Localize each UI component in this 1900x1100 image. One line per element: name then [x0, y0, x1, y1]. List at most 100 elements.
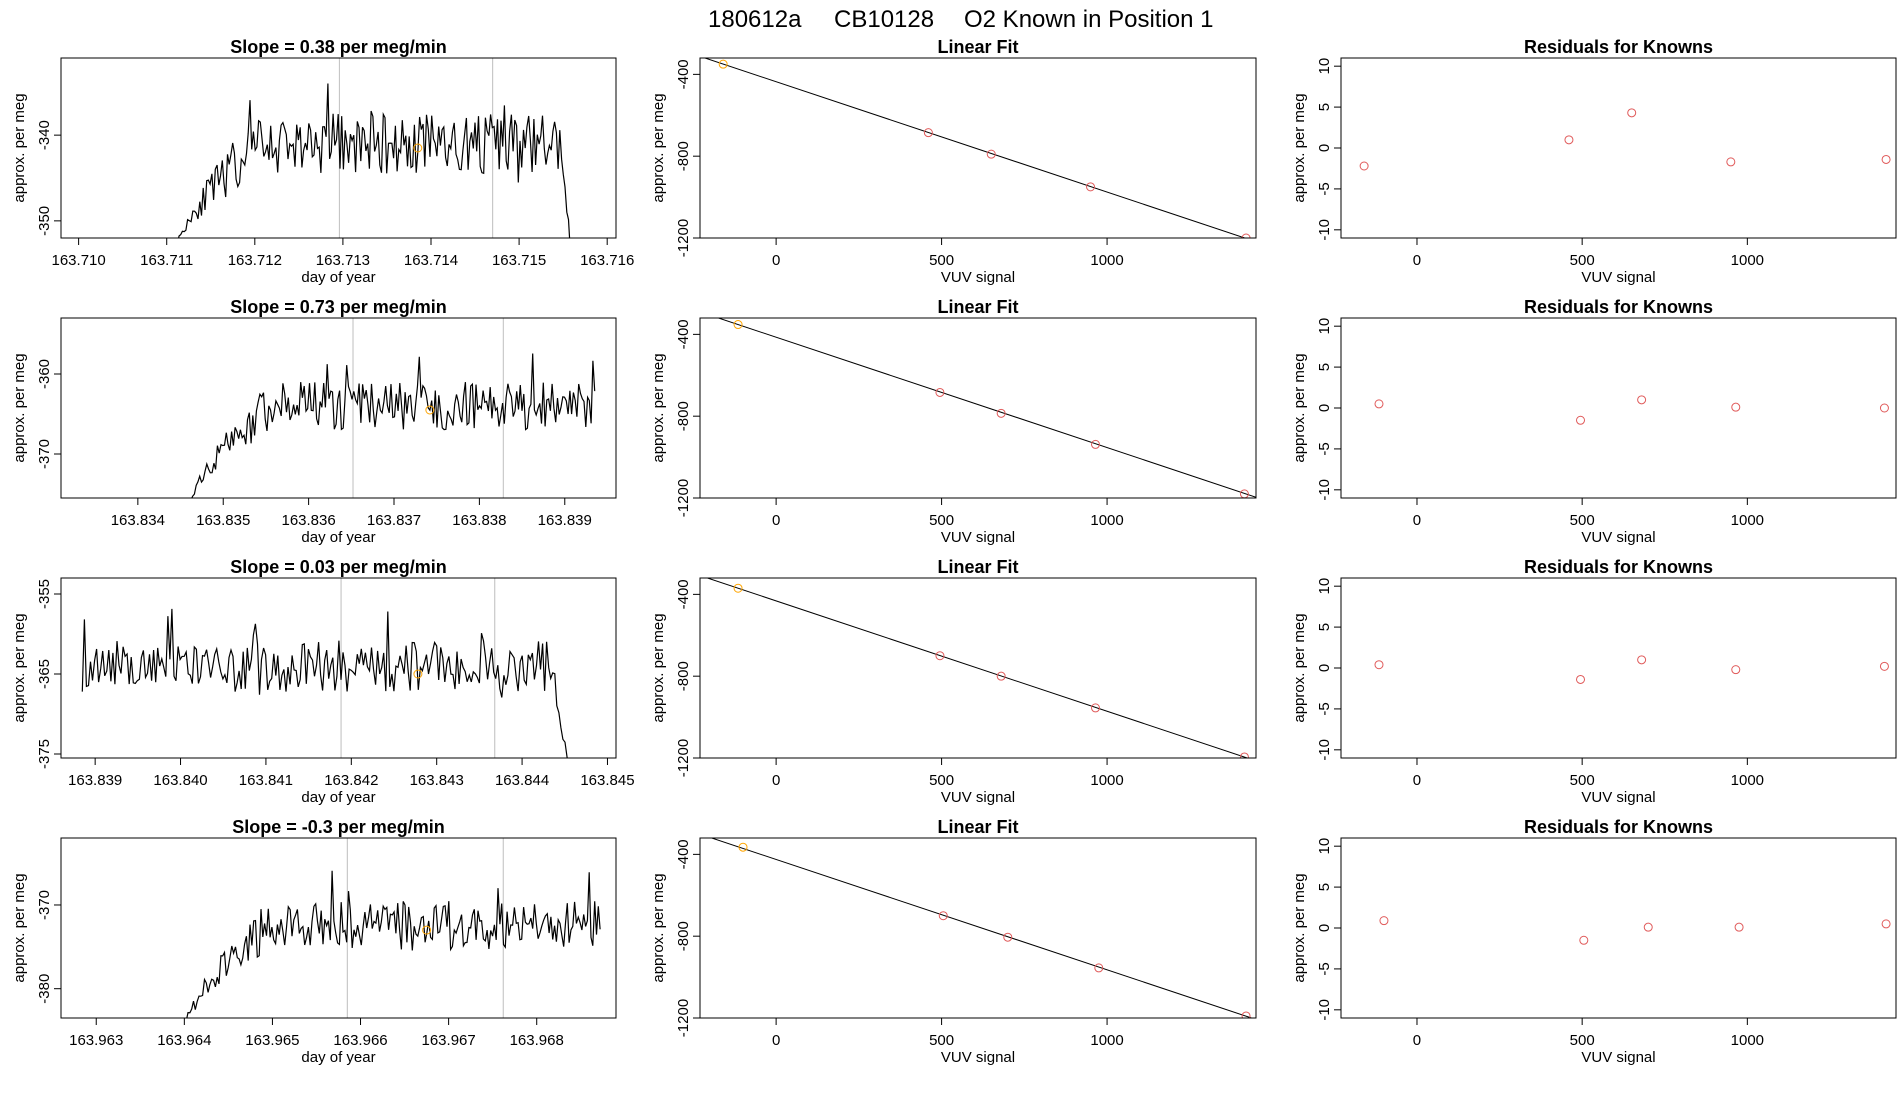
y-tick-label: 5: [1316, 363, 1333, 371]
data-point: [1003, 932, 1013, 942]
plot-frame: [699, 57, 1257, 239]
data-point: [1094, 963, 1104, 973]
x-tick-label: 500: [929, 512, 954, 529]
series-line: [191, 353, 596, 498]
plot-area: [81, 578, 568, 758]
y-tick-label: 10: [1316, 318, 1333, 335]
y-tick-label: -10: [1316, 219, 1333, 241]
panel-r2-c3: Residuals for Knowns 0 500 1000 VUV signal -1…: [1291, 297, 1897, 546]
x-tick-label: 1000: [1090, 1032, 1123, 1049]
x-tick-label: 1000: [1731, 772, 1764, 789]
y-tick-label: -1200: [675, 999, 692, 1037]
y-tick-label: -5: [1316, 702, 1333, 715]
x-tick-label: 163.843: [410, 772, 464, 789]
x-axis-label: day of year: [301, 1049, 375, 1066]
sample-marker: [425, 405, 435, 415]
y-tick-label: -800: [675, 401, 692, 431]
y-tick-label: -365: [36, 659, 53, 689]
x-axis-label: VUV signal: [941, 789, 1015, 806]
y-tick-label: -10: [1316, 999, 1333, 1021]
panel-r2-c2: Linear Fit 0 500 1000 VUV signal -400 -800 -120…: [650, 297, 1257, 546]
x-tick-label: 163.968: [510, 1032, 564, 1049]
y-tick-label: -10: [1316, 479, 1333, 501]
y-axis-label: approx. per meg: [11, 353, 28, 462]
data-point: [1564, 135, 1574, 145]
y-tick-label: -1200: [675, 479, 692, 517]
x-axis-label: VUV signal: [941, 1049, 1015, 1066]
y-tick-label: -800: [675, 661, 692, 691]
data-point: [1637, 395, 1647, 405]
plot-area: [1359, 108, 1891, 171]
y-tick-label: -360: [36, 359, 53, 389]
panel-grid: Slope = 0.38 per meg/min 163.710 163.711 16…: [11, 37, 1897, 1066]
x-tick-label: 0: [1413, 512, 1421, 529]
fit-line: [710, 838, 1254, 1018]
y-axis-label: approx. per meg: [11, 93, 28, 202]
series-line: [178, 83, 571, 238]
x-tick-label: 163.834: [111, 512, 165, 529]
panel-title: Linear Fit: [937, 37, 1018, 57]
x-axis-label: day of year: [301, 789, 375, 806]
data-point: [1879, 661, 1889, 671]
data-point: [733, 583, 743, 593]
data-point: [935, 651, 945, 661]
y-tick-label: -355: [36, 579, 53, 609]
panel-title: Residuals for Knowns: [1524, 817, 1713, 837]
x-axis-label: VUV signal: [1581, 269, 1655, 286]
x-tick-label: 163.716: [580, 252, 634, 269]
panel-title: Slope = 0.38 per meg/min: [230, 37, 447, 57]
y-tick-label: -370: [36, 439, 53, 469]
y-tick-label: -800: [675, 921, 692, 951]
x-tick-label: 163.837: [367, 512, 421, 529]
sample-marker: [413, 143, 423, 153]
data-point: [1239, 752, 1249, 758]
data-point: [1359, 161, 1369, 171]
x-axis-label: VUV signal: [941, 529, 1015, 546]
x-axis-label: VUV signal: [1581, 1049, 1655, 1066]
x-tick-label: 163.964: [157, 1032, 211, 1049]
x-axis-label: VUV signal: [1581, 789, 1655, 806]
x-tick-label: 163.844: [495, 772, 549, 789]
y-tick-label: -800: [675, 141, 692, 171]
panel-title: Slope = 0.03 per meg/min: [230, 557, 447, 577]
panel-r3-c2: Linear Fit 0 500 1000 VUV signal -400 -800 -120…: [650, 557, 1257, 806]
x-tick-label: 1000: [1731, 252, 1764, 269]
y-tick-label: 0: [1316, 404, 1333, 412]
data-point: [1241, 1011, 1251, 1018]
y-tick-label: -1200: [675, 739, 692, 777]
panel-title: Linear Fit: [937, 557, 1018, 577]
x-tick-label: 163.841: [239, 772, 293, 789]
y-axis-label: approx. per meg: [650, 613, 667, 722]
data-point: [1579, 935, 1589, 945]
data-point: [1086, 182, 1096, 192]
x-axis-label: day of year: [301, 529, 375, 546]
plot-frame: [1340, 57, 1897, 239]
y-tick-label: 0: [1316, 144, 1333, 152]
fit-line: [703, 58, 1247, 238]
panel-title: Slope = -0.3 per meg/min: [232, 817, 445, 837]
x-tick-label: 163.839: [538, 512, 592, 529]
y-axis-label: approx. per meg: [1291, 353, 1308, 462]
x-tick-label: 0: [1413, 252, 1421, 269]
y-tick-label: -375: [36, 739, 53, 769]
data-point: [1374, 660, 1384, 670]
x-axis-label: VUV signal: [941, 269, 1015, 286]
panel-r1-c3: Residuals for Knowns 0 500 1000 VUV signal -1…: [1291, 37, 1897, 286]
y-tick-label: 5: [1316, 883, 1333, 891]
plot-frame: [60, 57, 617, 239]
panel-r4-c1: Slope = -0.3 per meg/min 163.963 163.964 16…: [11, 817, 617, 1066]
plot-area: [186, 838, 601, 1018]
x-tick-label: 163.967: [422, 1032, 476, 1049]
x-tick-label: 1000: [1090, 512, 1123, 529]
x-tick-label: 163.836: [281, 512, 335, 529]
panel-r1-c2: Linear Fit 0 500 1000 VUV signal -400 -800 -120…: [650, 37, 1257, 286]
plot-area: [710, 838, 1254, 1018]
data-point: [733, 320, 743, 330]
x-tick-label: 500: [929, 1032, 954, 1049]
x-tick-label: 163.713: [316, 252, 370, 269]
plot-frame: [60, 317, 617, 499]
y-tick-label: -5: [1316, 962, 1333, 975]
data-point: [738, 842, 748, 852]
data-point: [1643, 922, 1653, 932]
